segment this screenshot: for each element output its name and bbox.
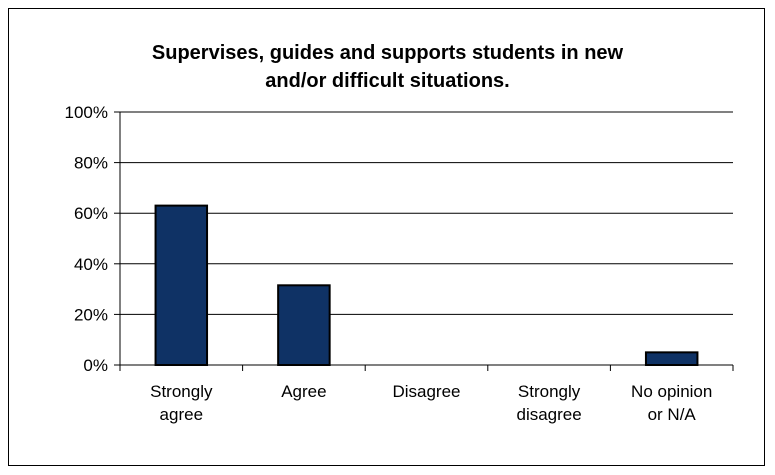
x-category-label-0-0: Strongly (150, 382, 213, 401)
y-tick-label-3: 60% (74, 204, 108, 223)
y-tick-label-1: 20% (74, 305, 108, 324)
chart-title: Supervises, guides and supports students… (9, 39, 766, 95)
x-category-label-3-1: disagree (516, 405, 581, 424)
y-tick-label-0: 0% (83, 356, 108, 375)
bar-1 (277, 284, 331, 366)
y-tick-label-5: 100% (65, 103, 108, 122)
x-category-label-4-0: No opinion (631, 382, 712, 401)
y-tick-label-4: 80% (74, 154, 108, 173)
chart-title-line-1: Supervises, guides and supports students… (151, 42, 624, 64)
x-category-label-2-0: Disagree (392, 382, 460, 401)
chart-frame: Supervises, guides and supports students… (8, 8, 765, 466)
y-tick-label-2: 40% (74, 255, 108, 274)
bar-4 (644, 351, 699, 367)
x-category-label-3-0: Strongly (518, 382, 581, 401)
chart-title-line-2: and/or difficult situations. (265, 70, 510, 92)
x-category-label-1-0: Agree (281, 382, 326, 401)
x-category-label-0-1: agree (160, 405, 203, 424)
x-category-label-4-1: or N/A (648, 405, 697, 424)
bar-0 (154, 204, 209, 366)
